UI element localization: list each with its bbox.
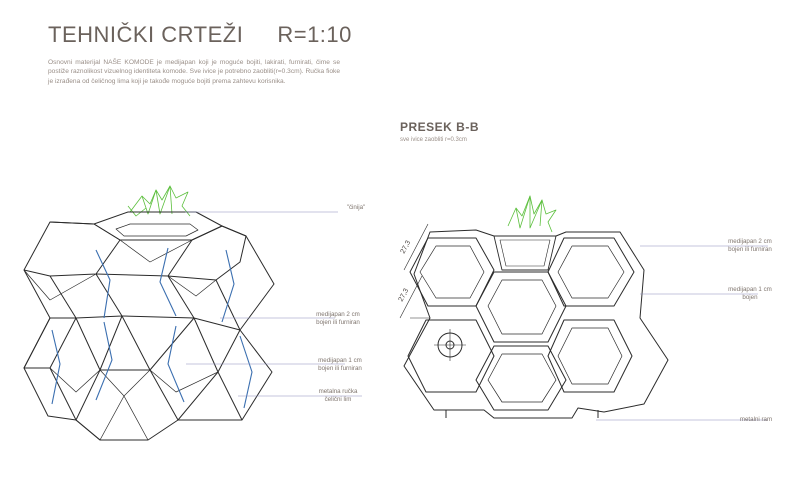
label-mdf1-right: medijapan 1 cm bojen <box>712 286 788 301</box>
section-title: PRESEK B-B <box>400 120 480 134</box>
label-mdf2-left-line2: bojen ili furniran <box>316 318 360 326</box>
section-subtitle: sve ivice zaobliti r=0.3cm <box>400 137 467 143</box>
label-pot-text: "činija" <box>346 204 366 211</box>
label-handle-line2: čelični lim <box>324 395 352 403</box>
dimension-lower: 27,3 <box>398 288 411 303</box>
plant-right <box>507 195 557 233</box>
page-title: TEHNIČKI CRTEŽI R=1:10 <box>48 22 352 48</box>
plant-left <box>127 185 191 217</box>
blue-edges <box>51 247 253 409</box>
label-mdf2-left: medijapan 2 cm bojen ili furniran <box>298 311 378 326</box>
intro-paragraph: Osnovni materijal NAŠE KOMODE je medijap… <box>48 59 340 85</box>
left-leaders <box>185 211 362 397</box>
section-view <box>399 195 669 419</box>
label-mdf2-right-line2: bojen ili furniran <box>728 245 772 253</box>
label-frame-right: metalni ram <box>726 416 786 424</box>
label-pot: "činija" <box>332 204 380 212</box>
right-leaders <box>596 245 768 421</box>
label-mdf1-left: medijapan 1 cm bojen ili furniran <box>300 357 380 372</box>
label-mdf1-right-line2: bojen <box>742 293 758 301</box>
isometric-view <box>23 185 275 441</box>
bowl-inner <box>115 223 199 237</box>
title-text: TEHNIČKI CRTEŽI <box>48 22 244 47</box>
label-mdf2-left-line1: medijapan 2 cm <box>316 311 360 318</box>
label-mdf1-right-line1: medijapan 1 cm <box>728 286 772 293</box>
label-handle-line1: metalna ručka <box>318 388 358 395</box>
label-frame-text: metalni ram <box>739 416 773 423</box>
scale-text: R=1:10 <box>277 22 352 47</box>
label-mdf1-left-line1: medijapan 1 cm <box>318 357 362 364</box>
label-mdf1-left-line2: bojen ili furniran <box>318 364 362 372</box>
dimension-upper: 27,3 <box>400 240 413 255</box>
label-mdf2-right: medijapan 2 cm bojen ili furniran <box>712 238 788 253</box>
label-mdf2-right-line1: medijapan 2 cm <box>728 238 772 245</box>
label-handle-left: metalna ručka čelični lim <box>298 388 378 403</box>
